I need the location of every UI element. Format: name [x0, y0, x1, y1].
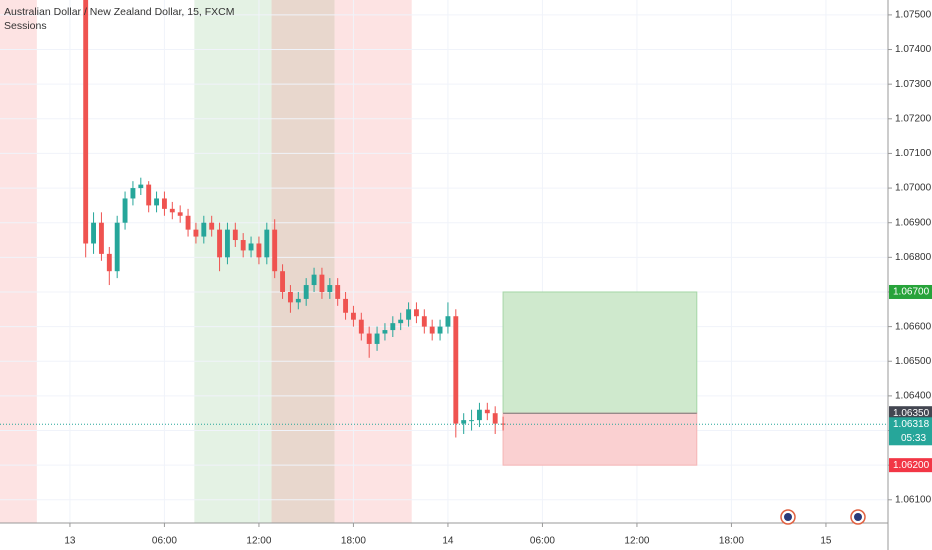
y-tick-label: 1.07000 — [895, 183, 932, 194]
candle-body — [413, 309, 419, 317]
y-tick-label: 1.06900 — [895, 217, 932, 228]
candle-body — [256, 243, 262, 258]
candle-body — [287, 291, 293, 303]
price-label-box — [889, 458, 932, 473]
candle-body — [264, 229, 270, 258]
candle-body — [248, 243, 254, 251]
candle-body — [343, 298, 349, 313]
y-tick-label: 1.06100 — [895, 494, 932, 505]
candle-body — [469, 420, 475, 422]
candle-body — [382, 330, 388, 334]
candle-body — [492, 413, 498, 424]
candle-body — [390, 323, 396, 331]
candle-body — [146, 184, 152, 206]
price-label: 1.06700 — [893, 287, 930, 298]
candle-body — [429, 326, 435, 334]
candle-body — [185, 215, 191, 230]
candle-body — [437, 326, 443, 334]
x-tick-label: 15 — [820, 536, 832, 547]
candle-body — [272, 229, 278, 272]
indicator-name: Sessions — [4, 20, 47, 32]
candle-body — [319, 274, 325, 292]
x-tick-label: 06:00 — [152, 536, 177, 547]
candle-body — [154, 198, 159, 206]
candle-body — [445, 316, 451, 327]
candle-body — [461, 420, 467, 424]
x-tick-label: 06:00 — [530, 536, 555, 547]
y-tick-label: 1.07400 — [895, 44, 932, 55]
candle-body — [217, 229, 222, 258]
y-tick-label: 1.07500 — [895, 10, 932, 21]
plot-area — [0, 0, 888, 523]
event-icon[interactable] — [780, 509, 796, 525]
candle-body — [335, 285, 341, 299]
loss-zone — [502, 412, 698, 466]
x-tick-label: 14 — [442, 536, 454, 547]
y-tick-label: 1.06600 — [895, 321, 932, 332]
candle-body — [169, 208, 175, 213]
session-band — [194, 0, 272, 523]
countdown: 05:33 — [901, 433, 926, 444]
candle-body — [476, 409, 482, 421]
candle-body — [209, 222, 215, 230]
candle-body — [98, 222, 104, 254]
price-label-box — [889, 417, 932, 446]
y-tick-label: 1.07100 — [895, 148, 932, 159]
candle-body — [130, 188, 136, 199]
candle-body — [122, 198, 128, 223]
candle-body — [232, 229, 238, 241]
candle-body — [358, 319, 364, 334]
chart-title: Australian Dollar / New Zealand Dollar, … — [4, 6, 235, 18]
candle-body — [161, 198, 167, 209]
y-tick-label: 1.06400 — [895, 391, 932, 402]
x-tick-label: 12:00 — [624, 536, 649, 547]
candle-body — [177, 212, 183, 216]
candle-body — [500, 423, 506, 425]
candle-body — [295, 298, 301, 303]
candle-body — [224, 229, 230, 258]
candle-body — [201, 222, 207, 237]
y-tick-label: 1.07300 — [895, 79, 932, 90]
candle-body — [303, 285, 309, 299]
x-tick-label: 12:00 — [246, 536, 271, 547]
price-label: 1.06350 — [893, 408, 930, 419]
candle-body — [350, 312, 356, 320]
candle-body — [106, 253, 112, 272]
x-tick-label: 18:00 — [719, 536, 744, 547]
session-band — [0, 0, 37, 523]
candle-body — [193, 229, 199, 237]
x-tick-label: 13 — [64, 536, 76, 547]
candle-body — [83, 0, 89, 244]
y-tick-label: 1.06800 — [895, 252, 932, 263]
candle-body — [114, 222, 120, 272]
session-band — [271, 0, 335, 523]
price-label: 1.06318 — [893, 419, 930, 430]
profit-zone — [502, 291, 698, 414]
price-label-box — [889, 284, 932, 299]
candle-body — [453, 316, 459, 424]
candle-body — [280, 271, 286, 292]
y-tick-label: 1.07200 — [895, 113, 932, 124]
x-tick-label: 18:00 — [341, 536, 366, 547]
candle-body — [311, 274, 317, 286]
event-icon[interactable] — [850, 509, 866, 525]
price-label-box — [889, 406, 932, 421]
candle-body — [374, 333, 380, 344]
session-band — [334, 0, 412, 523]
candle-body — [484, 409, 490, 414]
candle-body — [366, 333, 372, 344]
candle-body — [91, 222, 96, 244]
price-label: 1.06200 — [893, 460, 930, 471]
candle-body — [240, 240, 246, 251]
candle-body — [327, 285, 333, 292]
y-tick-label: 1.06500 — [895, 356, 932, 367]
candle-body — [398, 319, 404, 324]
candle-body — [406, 309, 412, 320]
candle-body — [421, 316, 427, 327]
candle-body — [138, 184, 144, 189]
